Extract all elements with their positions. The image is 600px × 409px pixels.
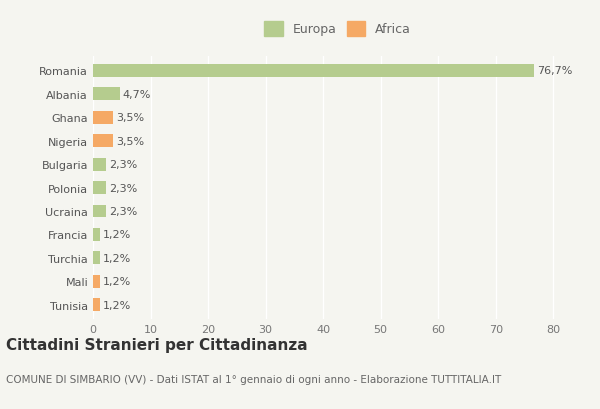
Bar: [93, 275, 100, 288]
Bar: [93, 252, 100, 265]
Text: COMUNE DI SIMBARIO (VV) - Dati ISTAT al 1° gennaio di ogni anno - Elaborazione T: COMUNE DI SIMBARIO (VV) - Dati ISTAT al …: [6, 374, 501, 384]
Legend: Europa, Africa: Europa, Africa: [260, 18, 415, 40]
Text: 2,3%: 2,3%: [109, 160, 137, 170]
Bar: [93, 158, 106, 171]
Text: 4,7%: 4,7%: [123, 90, 151, 100]
Bar: [93, 112, 113, 124]
Text: 3,5%: 3,5%: [116, 113, 144, 123]
Text: 1,2%: 1,2%: [103, 230, 131, 240]
Text: 2,3%: 2,3%: [109, 183, 137, 193]
Text: 2,3%: 2,3%: [109, 207, 137, 216]
Bar: [93, 229, 100, 241]
Bar: [93, 88, 120, 101]
Text: 76,7%: 76,7%: [537, 66, 572, 76]
Bar: [93, 299, 100, 311]
Text: 3,5%: 3,5%: [116, 137, 144, 146]
Text: 1,2%: 1,2%: [103, 253, 131, 263]
Bar: [93, 65, 534, 78]
Bar: [93, 205, 106, 218]
Bar: [93, 135, 113, 148]
Text: 1,2%: 1,2%: [103, 300, 131, 310]
Text: Cittadini Stranieri per Cittadinanza: Cittadini Stranieri per Cittadinanza: [6, 337, 308, 353]
Bar: [93, 182, 106, 195]
Text: 1,2%: 1,2%: [103, 276, 131, 287]
